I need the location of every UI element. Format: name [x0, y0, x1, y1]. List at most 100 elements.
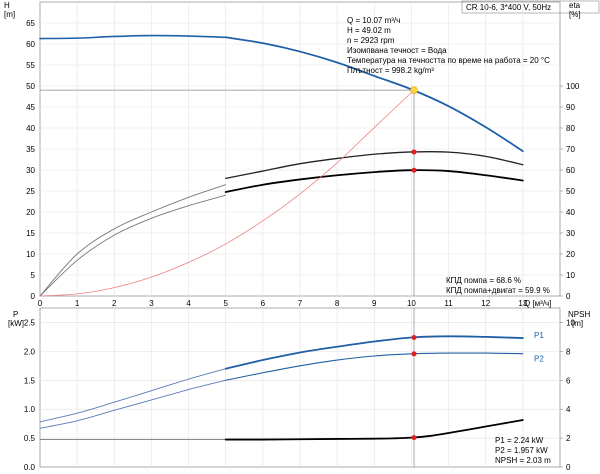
top-y-tick-label: 0 — [31, 292, 36, 301]
bottom-yr-tick-label: 2 — [566, 434, 571, 443]
top-y-tick-label: 55 — [26, 61, 35, 70]
top-yr-tick-label: 50 — [566, 187, 575, 196]
p2-marker — [411, 351, 417, 357]
chart-title: CR 10-6, 3*400 V, 50Hz — [466, 3, 551, 12]
info-npsh: NPSH = 2.03 m — [495, 456, 551, 465]
x-tick-label: 7 — [298, 299, 303, 308]
top-y-tick-label: 5 — [31, 271, 36, 280]
top-series-eta-pump — [225, 150, 524, 180]
top-yr-tick-label: 30 — [566, 229, 575, 238]
bottom-ylabel-line2: [kW] — [8, 319, 24, 328]
series-lines: P1 P2 — [39, 34, 544, 467]
top-y-tick-label: 20 — [26, 208, 35, 217]
top-series-h — [39, 34, 227, 40]
info-p2: P2 = 1.957 kW — [495, 446, 548, 455]
top-y-tick-label: 40 — [26, 124, 35, 133]
bottom-y-tick-label: 2.0 — [24, 347, 36, 356]
bottom-series-p2 — [39, 379, 227, 429]
duty-point-marker — [410, 86, 418, 94]
top-series-system — [39, 89, 415, 297]
x-tick-label: 3 — [149, 299, 154, 308]
info-top: Q = 10.07 m³/ч H = 49.02 m n = 2923 rpm … — [347, 16, 550, 75]
top-yr-tick-label: 90 — [566, 103, 575, 112]
top-series-h — [224, 36, 524, 152]
top-ylabel-line1: H — [4, 1, 10, 10]
bottom-y-tick-label: 1.0 — [24, 405, 36, 414]
top-yr-tick-label: 80 — [566, 124, 575, 133]
top-ylabel-line2: [m] — [4, 10, 15, 19]
top-y-tick-label: 35 — [26, 145, 35, 154]
bottom-yr-tick-label: 6 — [566, 376, 571, 385]
top-series-eta-pump — [39, 184, 227, 297]
x-tick-label: 9 — [372, 299, 377, 308]
series-label-p1: P1 — [534, 331, 544, 340]
bottom-y-tick-label: 2.5 — [24, 318, 36, 327]
bottom-grid — [39, 307, 561, 468]
x-tick-label: 11 — [444, 299, 453, 308]
info-bottom: P1 = 2.24 kW P2 = 1.957 kW NPSH = 2.03 m — [495, 436, 551, 465]
top-yr-tick-label: 60 — [566, 166, 575, 175]
top-y-tick-label: 45 — [26, 103, 35, 112]
bottom-ylabel-right-line2: [m] — [572, 319, 583, 328]
x-tick-label: 1 — [75, 299, 80, 308]
top-y-tick-label: 65 — [26, 19, 35, 28]
top-ylabel-right-line1: eta — [569, 1, 581, 10]
x-tick-label: 13 — [518, 299, 527, 308]
bottom-series-p1 — [224, 335, 524, 370]
info-temp: Температура на течността по време на раб… — [347, 56, 550, 65]
bottom-yr-tick-label: 4 — [566, 405, 571, 414]
x-tick-label: 0 — [38, 299, 43, 308]
info-eta-pump: КПД помпа = 68.6 % — [446, 276, 521, 285]
x-tick-label: 4 — [186, 299, 191, 308]
top-yr-tick-label: 40 — [566, 208, 575, 217]
top-y-tick-label: 25 — [26, 187, 35, 196]
axis-ticks: 0 1 2 3 4 5 6 7 8 9 10 11 12 130510152025303540455055… — [24, 19, 580, 472]
top-yr-tick-label: 0 — [566, 292, 571, 301]
top-y-tick-label: 50 — [26, 82, 35, 91]
top-yr-tick-label: 20 — [566, 250, 575, 259]
info-fluid: Изомпвана течност = Вода — [347, 46, 447, 55]
info-q: Q = 10.07 m³/ч — [347, 16, 400, 25]
top-ylabel-right-line2: [%] — [569, 10, 581, 19]
p1-marker — [411, 334, 417, 340]
x-tick-label: 8 — [335, 299, 340, 308]
x-tick-label: 5 — [223, 299, 228, 308]
bottom-series-p1 — [39, 368, 227, 423]
series-label-p2: P2 — [534, 354, 544, 363]
info-n: n = 2923 rpm — [347, 36, 395, 45]
x-tick-label: 10 — [407, 299, 416, 308]
top-y-tick-label: 15 — [26, 229, 35, 238]
top-grid — [39, 1, 561, 297]
x-tick-label: 6 — [261, 299, 266, 308]
top-y-tick-label: 60 — [26, 40, 35, 49]
bottom-ylabel-line1: P — [13, 310, 18, 319]
x-tick-label: 2 — [112, 299, 117, 308]
duty-markers — [410, 86, 418, 441]
x-tick-label: 12 — [481, 299, 490, 308]
npsh-marker — [411, 435, 417, 441]
bottom-yr-tick-label: 8 — [566, 347, 571, 356]
info-eff: КПД помпа = 68.6 % КПД помпа+двигат = 59… — [446, 276, 550, 295]
top-xlabel: Q [м³/ч] — [524, 299, 551, 308]
info-h: H = 49.02 m — [347, 26, 391, 35]
top-series-eta-total — [224, 169, 524, 193]
bottom-yr-tick-label: 0 — [566, 463, 571, 472]
eta-pump-marker — [411, 149, 417, 155]
bottom-y-tick-label: 1.5 — [24, 376, 36, 385]
bottom-yr-tick-label: 10 — [566, 318, 575, 327]
bottom-ylabel-right-line1: NPSH — [568, 310, 590, 319]
info-density: Плътност = 998.2 kg/m³ — [347, 66, 434, 75]
info-p1: P1 = 2.24 kW — [495, 436, 544, 445]
info-eta-total: КПД помпа+двигат = 59.9 % — [446, 286, 550, 295]
top-yr-tick-label: 100 — [566, 82, 580, 91]
bottom-y-tick-label: 0.5 — [24, 434, 36, 443]
top-series-eta-total — [39, 194, 227, 297]
title-box — [461, 0, 600, 14]
bottom-series-npsh — [224, 419, 524, 441]
eta-total-marker — [411, 167, 417, 173]
top-y-tick-label: 10 — [26, 250, 35, 259]
bottom-series-p2 — [225, 352, 524, 381]
top-yr-tick-label: 70 — [566, 145, 575, 154]
bottom-y-tick-label: 0.0 — [24, 463, 36, 472]
